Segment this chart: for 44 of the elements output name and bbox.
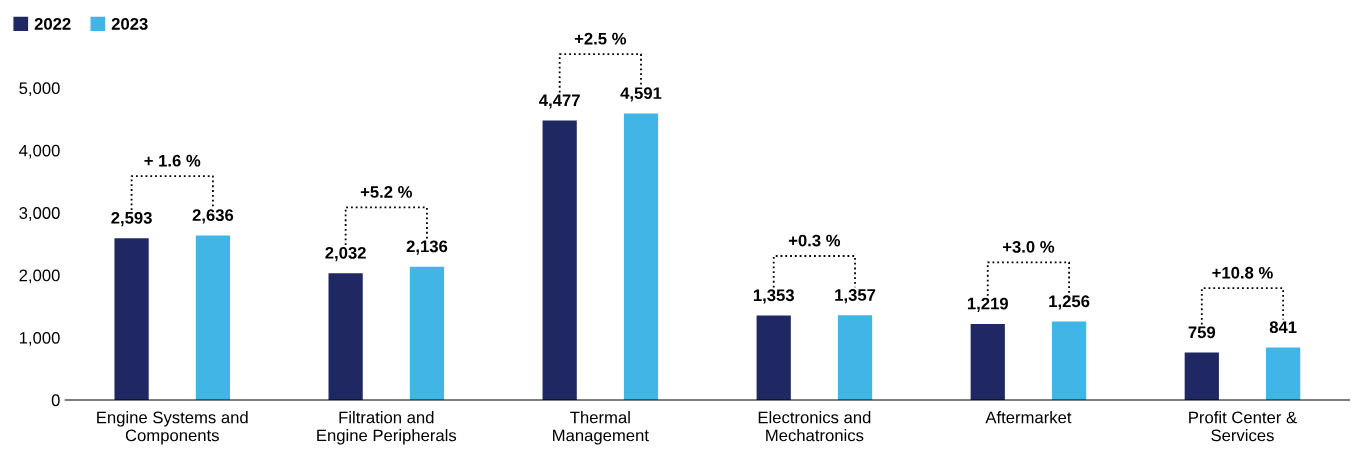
annotation: +3.0 %	[1002, 240, 1055, 253]
data-label: 1,219	[967, 297, 1008, 312]
x-tick-label: Aftermarket	[985, 411, 1072, 424]
x-tick-label: Thermal Management	[553, 411, 649, 445]
annotation: +10.8 %	[1212, 266, 1273, 279]
bar	[1051, 321, 1087, 400]
data-label: 759	[1188, 326, 1216, 339]
data-label: 2,032	[325, 246, 366, 262]
data-label: 1,357	[835, 289, 876, 304]
x-tick-label: Filtration and Engine Peripherals	[317, 411, 457, 445]
bar	[1184, 352, 1219, 400]
text: +2.5 %	[574, 32, 627, 45]
x-tick-label: Profit Center & Services	[1189, 411, 1297, 442]
annotation: + 1.6 %	[144, 154, 201, 167]
data-label: 1,256	[1049, 295, 1090, 310]
data-label: 2,136	[406, 240, 448, 255]
y-tick-label: 2,000	[19, 269, 60, 284]
y-tick-label: 3,000	[19, 207, 60, 221]
data-label: 1,353	[753, 289, 794, 304]
bar	[970, 323, 1005, 400]
y-tick-label: 0	[51, 394, 60, 407]
bar	[542, 120, 577, 400]
data-label: 2,636	[192, 209, 234, 224]
data-label: 2,593	[111, 211, 152, 227]
data-label: 841	[1269, 321, 1297, 334]
legend-label: 2023	[111, 18, 148, 30]
bar	[195, 235, 231, 400]
data-label: 4,591	[620, 87, 662, 102]
bar	[623, 113, 659, 400]
annotation: +0.3 %	[788, 234, 841, 247]
legend-label: 2022	[34, 18, 71, 30]
bar	[114, 238, 149, 400]
bar	[328, 273, 363, 400]
x-tick-label: Engine Systems and Components	[97, 411, 248, 445]
y-tick-label: 5,000	[19, 82, 60, 97]
x-tick-label: Electronics and Mechatronics	[758, 411, 871, 442]
annotation: +5.2 %	[360, 186, 413, 198]
bar	[1266, 347, 1301, 400]
bar	[756, 315, 791, 400]
data-label: 4,477	[539, 94, 580, 109]
bar	[409, 266, 445, 400]
bar	[837, 315, 873, 400]
y-tick-label: 4,000	[19, 144, 60, 159]
y-tick-label: 1,000	[19, 331, 60, 346]
